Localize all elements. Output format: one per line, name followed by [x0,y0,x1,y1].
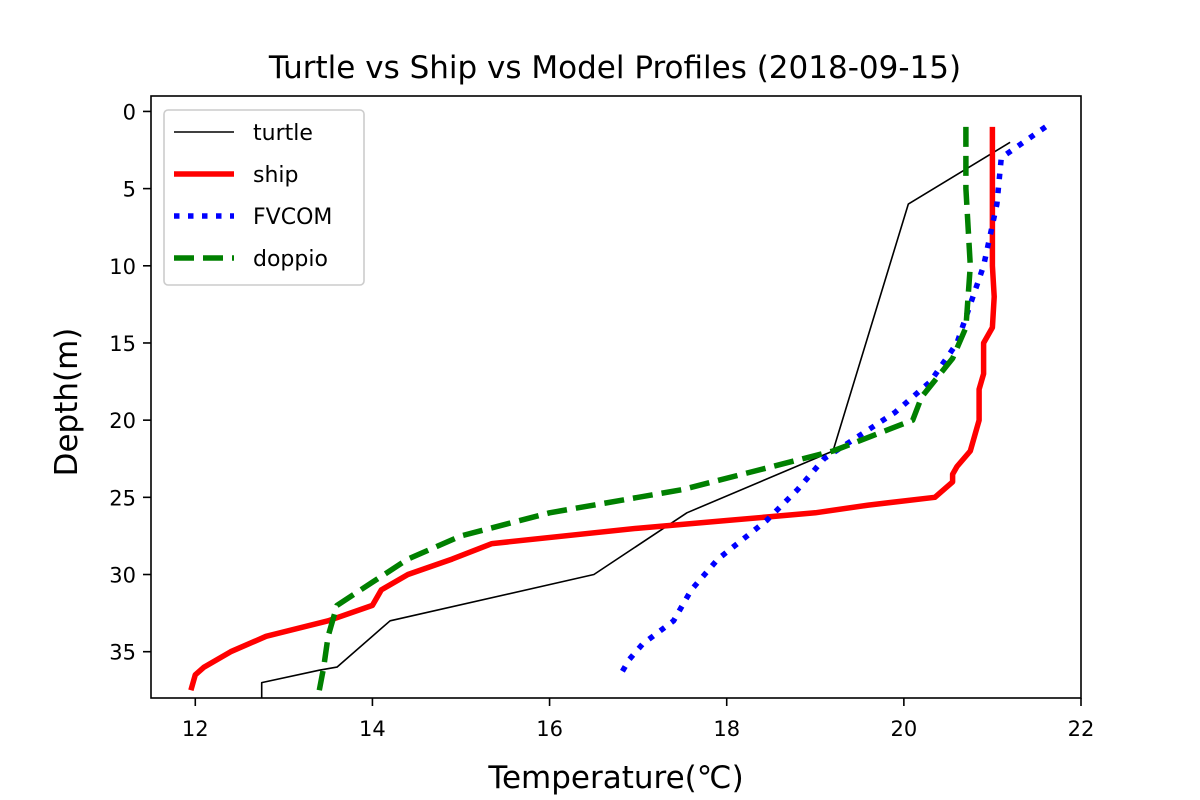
legend-label-turtle: turtle [253,121,313,146]
y-tick-label: 10 [109,255,136,279]
x-tick-label: 14 [359,717,386,741]
x-tick-label: 16 [536,717,563,741]
y-tick-label: 30 [109,564,136,588]
series-line-ship [188,126,997,692]
legend-label-fvcom: FVCOM [253,205,332,230]
chart-title: Turtle vs Ship vs Model Profiles (2018-0… [268,50,961,86]
legend-label-doppio: doppio [253,247,328,272]
y-tick-label: 35 [109,641,136,665]
y-tick-label: 0 [123,100,136,124]
y-tick-label: 5 [123,178,136,202]
y-axis: 0 5 10 15 20 25 30 35 [109,100,151,665]
series-layer [188,124,1048,698]
plot-frame [150,95,1082,699]
x-axis: 12 14 16 18 20 22 [182,698,1094,741]
legend: turtle ship FVCOM doppio [163,109,365,286]
series-line-turtle [260,141,1011,698]
series-line-doppio [316,126,974,691]
x-tick-label: 18 [713,717,740,741]
x-tick-label: 22 [1068,717,1095,741]
legend-box [163,109,365,286]
y-tick-label: 25 [109,486,136,510]
x-tick-label: 12 [182,717,209,741]
y-tick-label: 15 [109,332,136,356]
y-axis-label: Depth(m) [49,328,85,477]
y-tick-label: 20 [109,409,136,433]
x-tick-label: 20 [890,717,917,741]
x-axis-label: Temperature(℃) [487,760,743,796]
legend-label-ship: ship [253,163,298,188]
